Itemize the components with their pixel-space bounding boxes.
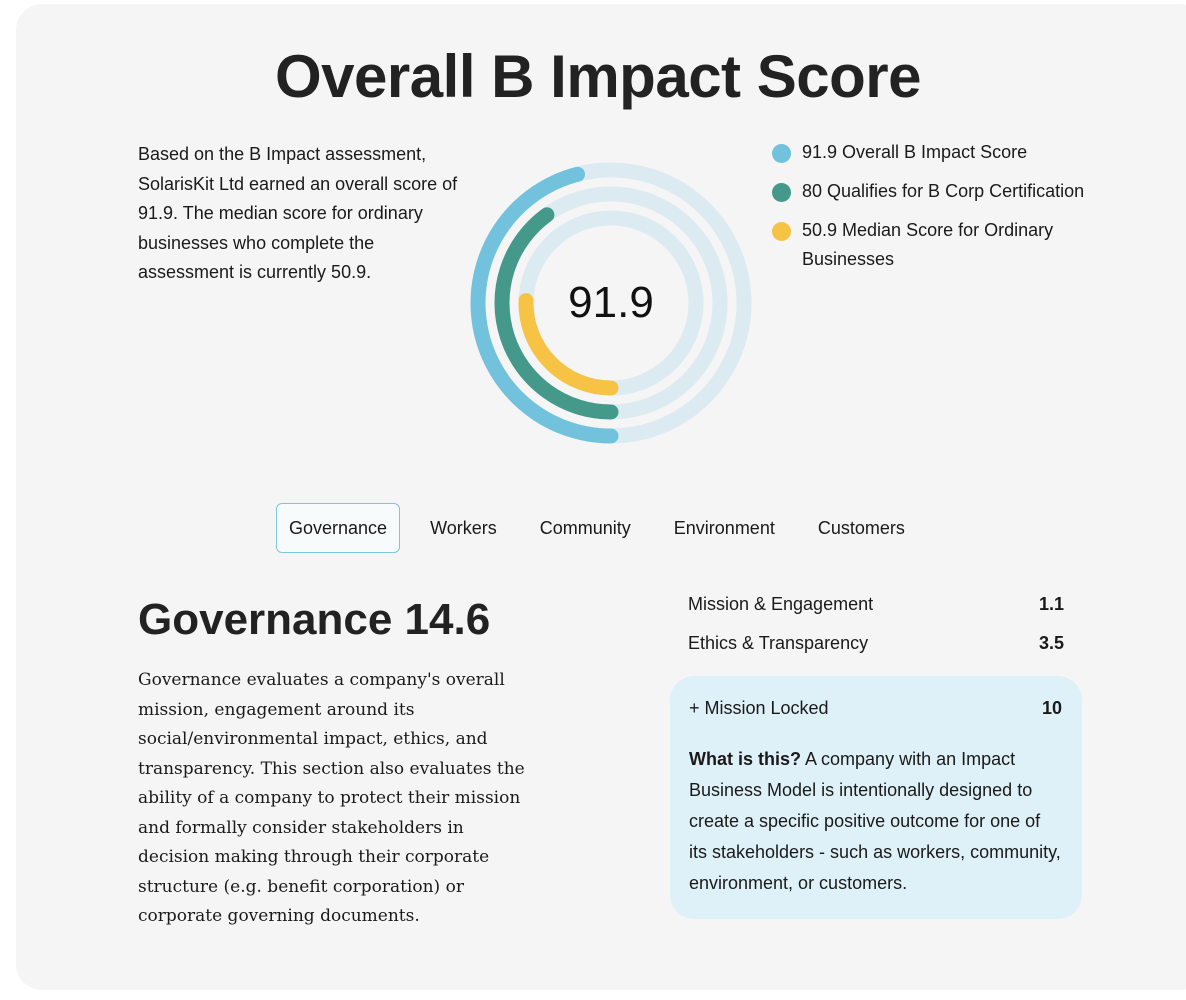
mission-locked-explanation: What is this? A company with an Impact B… xyxy=(689,744,1062,899)
overall-score-value: 91.9 xyxy=(568,278,654,327)
intro-text: Based on the B Impact assessment, Solari… xyxy=(138,144,458,282)
legend-label-qualifies: 80 Qualifies for B Corp Certification xyxy=(802,181,1085,201)
mission-locked-value: 10 xyxy=(1041,698,1062,718)
score-radial-chart: 91.9 xyxy=(466,158,756,448)
mission-locked-panel: + Mission Locked 10 What is this? A comp… xyxy=(670,676,1082,919)
section-metrics: Mission & Engagement 1.1 Ethics & Transp… xyxy=(688,592,1064,670)
mission-locked-explanation-text: A company with an Impact Business Model … xyxy=(689,749,1061,893)
ring-median-arc xyxy=(518,293,619,396)
metric-value: 3.5 xyxy=(1038,633,1064,653)
tab-environment[interactable]: Environment xyxy=(673,517,775,538)
legend-dot-overall xyxy=(772,144,791,163)
metric-mission-engagement: Mission & Engagement 1.1 xyxy=(688,592,1064,616)
metric-label: Ethics & Transparency xyxy=(688,633,869,653)
chart-legend: 91.9 Overall B Impact Score 80 Qualifies… xyxy=(772,138,1102,284)
legend-dot-median xyxy=(772,222,791,241)
metric-value: 1.1 xyxy=(1038,594,1064,614)
ring-qualifies-arc xyxy=(494,207,619,420)
section-title: Governance 14.6 xyxy=(138,595,491,644)
impact-area-tabs: Governance Workers Community Environment… xyxy=(276,502,935,554)
legend-dot-qualifies xyxy=(772,183,791,202)
metric-label: Mission & Engagement xyxy=(688,594,874,614)
ring-overall-arc xyxy=(470,166,619,444)
tab-governance[interactable]: Governance xyxy=(276,503,401,553)
metric-ethics-transparency: Ethics & Transparency 3.5 xyxy=(688,631,1064,655)
legend-label-overall: 91.9 Overall B Impact Score xyxy=(802,142,1028,162)
mission-locked-label: + Mission Locked xyxy=(689,698,829,718)
what-is-this-label: What is this? xyxy=(689,749,801,769)
legend-item-qualifies: 80 Qualifies for B Corp Certification xyxy=(772,177,1102,206)
page-title: Overall B Impact Score xyxy=(275,43,921,110)
tab-community[interactable]: Community xyxy=(539,517,631,538)
tab-workers[interactable]: Workers xyxy=(430,517,497,538)
legend-item-overall: 91.9 Overall B Impact Score xyxy=(772,138,1102,167)
legend-label-median: 50.9 Median Score for Ordinary Businesse… xyxy=(802,220,1054,269)
radial-chart-svg xyxy=(470,162,752,444)
section-description: Governance evaluates a company's overall… xyxy=(138,670,525,926)
mission-locked-toggle[interactable]: + Mission Locked 10 xyxy=(689,696,1062,720)
tab-customers[interactable]: Customers xyxy=(817,517,905,538)
legend-item-median: 50.9 Median Score for Ordinary Businesse… xyxy=(772,216,1102,274)
